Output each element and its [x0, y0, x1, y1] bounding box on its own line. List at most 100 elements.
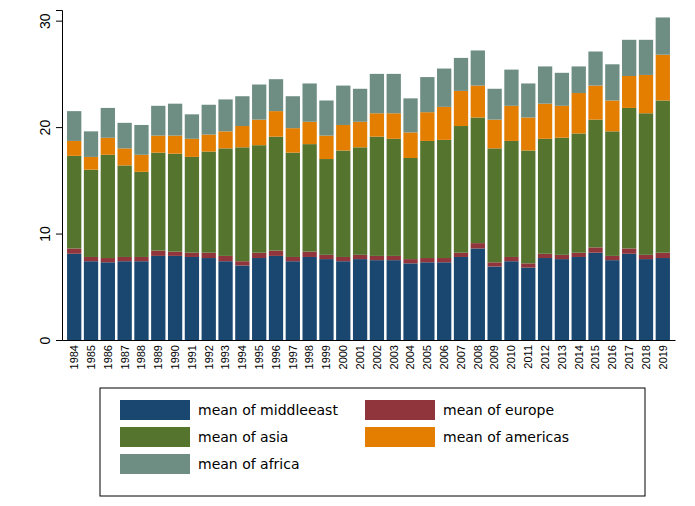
tick-label: 2014	[573, 345, 585, 369]
tick: 2011	[522, 345, 534, 369]
tick-label: 10	[37, 226, 53, 242]
bar	[504, 106, 518, 141]
tick-label: 2004	[404, 345, 416, 369]
bar	[622, 108, 636, 249]
tick: 1997	[287, 345, 299, 369]
bar	[437, 262, 451, 340]
bar	[403, 263, 417, 340]
bar	[134, 261, 148, 340]
bar	[151, 251, 165, 256]
tick-label: 2017	[623, 345, 635, 369]
tick: 20	[37, 120, 62, 136]
bar	[370, 260, 384, 340]
bar	[605, 100, 619, 131]
tick: 10	[37, 226, 62, 242]
legend-box	[100, 388, 645, 496]
tick: 1996	[270, 345, 282, 369]
bar	[202, 105, 216, 135]
bar	[269, 79, 283, 111]
bar	[235, 96, 249, 126]
tick: 2014	[573, 345, 585, 369]
tick-label: 2016	[606, 345, 618, 369]
bar	[286, 128, 300, 152]
bar	[572, 257, 586, 340]
bar	[504, 141, 518, 257]
bar	[588, 253, 602, 340]
bar	[235, 126, 249, 147]
bar	[572, 133, 586, 252]
bar	[302, 144, 316, 252]
bar	[555, 255, 569, 259]
bar	[84, 131, 98, 157]
tick: 1995	[253, 345, 265, 369]
chart: 0102030198419851986198719881989199019911…	[0, 0, 695, 506]
bar	[202, 135, 216, 152]
bar	[319, 136, 333, 159]
tick: 2006	[438, 345, 450, 369]
bar	[286, 257, 300, 261]
bar	[656, 55, 670, 101]
tick: 1986	[102, 345, 114, 369]
tick-label: 30	[37, 13, 53, 29]
bar	[387, 260, 401, 340]
bar	[471, 248, 485, 340]
bar	[67, 248, 81, 253]
bar	[336, 261, 350, 340]
bar	[639, 255, 653, 259]
bar	[656, 258, 670, 340]
bar	[117, 261, 131, 340]
tick-label: 2009	[488, 345, 500, 369]
tick-label: 2005	[421, 345, 433, 369]
bar	[218, 131, 232, 148]
bar	[286, 261, 300, 340]
bar	[269, 137, 283, 251]
tick-label: 1996	[270, 345, 282, 369]
bar	[302, 83, 316, 121]
legend-swatch	[120, 454, 190, 474]
bar	[252, 258, 266, 340]
bar	[67, 156, 81, 249]
bar	[336, 125, 350, 151]
bar	[622, 76, 636, 108]
tick-label: 1991	[186, 345, 198, 369]
tick: 1984	[68, 345, 80, 369]
tick-mark	[56, 127, 62, 128]
bar	[605, 64, 619, 100]
bar	[269, 111, 283, 137]
bar	[185, 139, 199, 157]
bar	[185, 157, 199, 253]
bar	[218, 99, 232, 131]
tick-mark	[56, 21, 62, 22]
legend-item: mean of europe	[365, 400, 554, 420]
tick: 2019	[657, 345, 669, 369]
bar	[185, 114, 199, 138]
bar	[504, 261, 518, 340]
bar	[235, 265, 249, 340]
tick: 1988	[135, 345, 147, 369]
bar	[605, 256, 619, 260]
bar	[269, 251, 283, 256]
bar	[168, 136, 182, 154]
tick-label: 1994	[236, 345, 248, 369]
tick-label: 2015	[589, 345, 601, 369]
legend-label: mean of asia	[198, 429, 288, 445]
tick: 2003	[388, 345, 400, 369]
tick: 1991	[186, 345, 198, 369]
axis-line	[63, 340, 676, 341]
bar	[437, 69, 451, 107]
legend: mean of middleeastmean of europemean of …	[100, 388, 645, 496]
tick-label: 2008	[472, 345, 484, 369]
bar	[504, 257, 518, 261]
tick-label: 1993	[219, 345, 231, 369]
bar	[622, 254, 636, 340]
tick: 2007	[455, 345, 467, 369]
tick: 2009	[488, 345, 500, 369]
bar	[168, 104, 182, 136]
bar	[302, 257, 316, 340]
bar	[622, 248, 636, 253]
tick-label: 1992	[203, 345, 215, 369]
tick-label: 1985	[85, 345, 97, 369]
bar	[639, 75, 653, 113]
bar	[437, 140, 451, 258]
bar	[235, 147, 249, 261]
